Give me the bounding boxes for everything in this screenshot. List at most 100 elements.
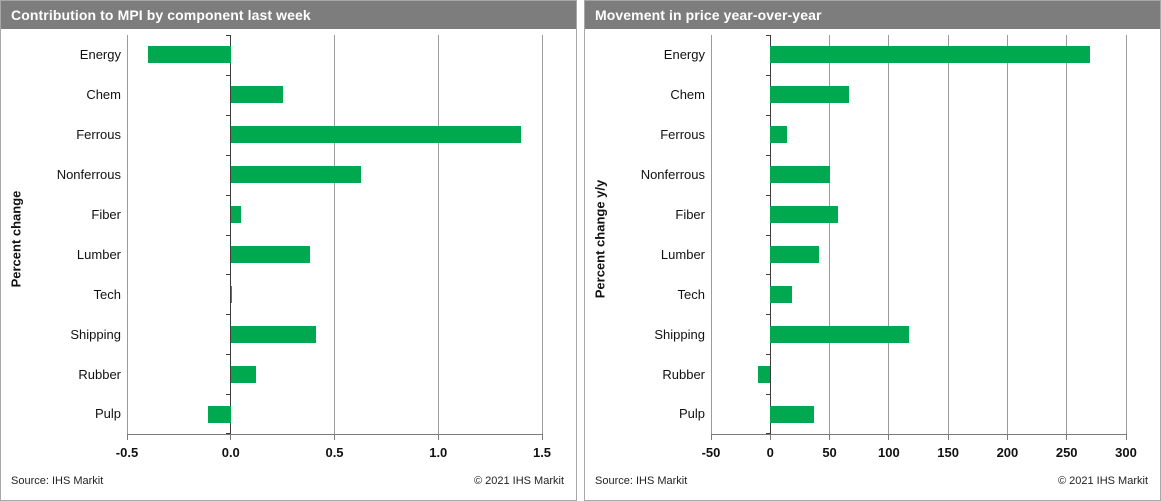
category-label-shipping: Shipping [70, 326, 121, 342]
x-tick-label: 250 [1055, 445, 1078, 460]
category-axis-tick [765, 314, 770, 316]
category-axis-tick [765, 194, 770, 196]
x-axis-labels: -50 0 50 100 150 200 250 300 [702, 445, 1137, 463]
gridline [888, 35, 890, 434]
x-tick-label: 50 [822, 445, 837, 460]
category-label-ferrous: Ferrous [76, 127, 121, 143]
gridline [334, 35, 335, 434]
gridline [829, 35, 831, 434]
chart-panel-price-movement: Movement in price year-over-year Percent… [584, 0, 1161, 501]
category-label-energy: Energy [79, 47, 121, 63]
x-axis-tick [334, 434, 335, 440]
x-tick-label: 300 [1115, 445, 1137, 460]
category-axis-tick [765, 114, 770, 116]
chart-panel-mpi-contribution: Contribution to MPI by component last we… [0, 0, 577, 501]
bar-fiber [770, 206, 838, 224]
category-axis-tick [765, 154, 770, 156]
category-axis-tick [765, 274, 770, 276]
category-label-tech: Tech [93, 286, 121, 302]
bar-ferrous [230, 126, 522, 144]
x-axis-tick [888, 434, 890, 440]
category-axis-tick [226, 394, 231, 396]
bar-rubber [230, 365, 256, 383]
category-axis-tick [226, 314, 231, 316]
category-label-pulp: Pulp [94, 406, 121, 422]
x-axis-tick [1066, 434, 1068, 440]
bar-energy [770, 46, 1091, 64]
category-axis-tick [765, 394, 770, 396]
bar-lumber [230, 245, 310, 263]
zero-axis-line [230, 35, 232, 434]
category-label-lumber: Lumber [660, 246, 705, 262]
category-axis-tick [765, 433, 770, 434]
category-label-pulp: Pulp [678, 406, 705, 422]
copyright-label: © 2021 IHS Markit [1057, 474, 1148, 487]
category-axis-tick [226, 433, 231, 434]
gridline [947, 35, 949, 434]
category-label-chem: Chem [86, 87, 121, 103]
category-label-shipping: Shipping [654, 326, 705, 342]
category-axis-tick [226, 154, 231, 156]
bar-chem [770, 86, 849, 104]
gridline [1006, 35, 1008, 434]
bar-nonferrous [770, 166, 830, 184]
category-label-lumber: Lumber [76, 246, 121, 262]
chart-title: Contribution to MPI by component last we… [11, 7, 311, 23]
source-label: Source: IHS Markit [11, 474, 104, 487]
x-tick-label: 200 [996, 445, 1019, 460]
category-axis-labels: Energy Chem Ferrous Nonferrous Fiber Lumber Te… [29, 35, 121, 434]
bar-pulp [770, 405, 815, 423]
zero-axis-line [769, 35, 771, 434]
chart-title: Movement in price year-over-year [595, 7, 822, 23]
bar-rubber [758, 365, 771, 383]
bar-nonferrous [230, 166, 362, 184]
y-axis-title: Percent change y/y [592, 179, 608, 299]
category-label-nonferrous: Nonferrous [56, 167, 121, 183]
category-label-tech: Tech [677, 286, 705, 302]
gridline [710, 35, 712, 434]
bar-chem [230, 86, 283, 104]
y-axis-title: Percent change [8, 190, 24, 288]
x-tick-label: 0.0 [221, 445, 240, 460]
category-label-energy: Energy [663, 47, 705, 63]
x-tick-label: 150 [937, 445, 959, 460]
bar-shipping [770, 325, 909, 343]
bar-fiber [230, 206, 242, 224]
bar-tech [230, 285, 232, 303]
chart-area: Percent change y/y Energy Chem Ferrous Nonf… [585, 29, 1160, 467]
x-tick-label: 0.5 [325, 445, 344, 460]
gridline [437, 35, 439, 434]
x-tick-label: 1.0 [429, 445, 448, 460]
category-axis-tick [226, 74, 231, 76]
category-axis-tick [226, 35, 231, 36]
x-tick-label: 1.5 [532, 445, 552, 460]
category-label-chem: Chem [670, 87, 705, 103]
bar-ferrous [770, 126, 787, 144]
x-axis-tick [1125, 434, 1127, 440]
category-axis-tick [765, 74, 770, 76]
category-axis-tick [765, 234, 770, 236]
x-axis-tick [1006, 434, 1008, 440]
x-axis-tick [710, 434, 712, 440]
gridline [126, 35, 128, 434]
category-axis-tick [226, 194, 231, 196]
x-tick-label: 0 [766, 445, 774, 460]
bar-tech [770, 285, 792, 303]
bar-pulp [207, 405, 231, 423]
category-label-nonferrous: Nonferrous [640, 167, 705, 183]
x-axis-labels: -0.5 0.0 0.5 1.0 1.5 [116, 445, 551, 463]
category-label-rubber: Rubber [78, 366, 121, 382]
category-axis-labels: Energy Chem Ferrous Nonferrous Fiber Lumber Te… [613, 35, 705, 434]
x-axis-tick [769, 434, 771, 440]
category-label-fiber: Fiber [675, 207, 705, 222]
x-tick-label: 100 [877, 445, 900, 460]
bar-energy [147, 46, 231, 64]
category-label-rubber: Rubber [662, 366, 705, 382]
category-axis-tick [226, 114, 231, 116]
x-tick-label: -0.5 [115, 445, 139, 460]
gridline [541, 35, 543, 434]
copyright-label: © 2021 IHS Markit [473, 474, 564, 487]
bar-shipping [230, 325, 316, 343]
x-axis-tick [947, 434, 949, 440]
